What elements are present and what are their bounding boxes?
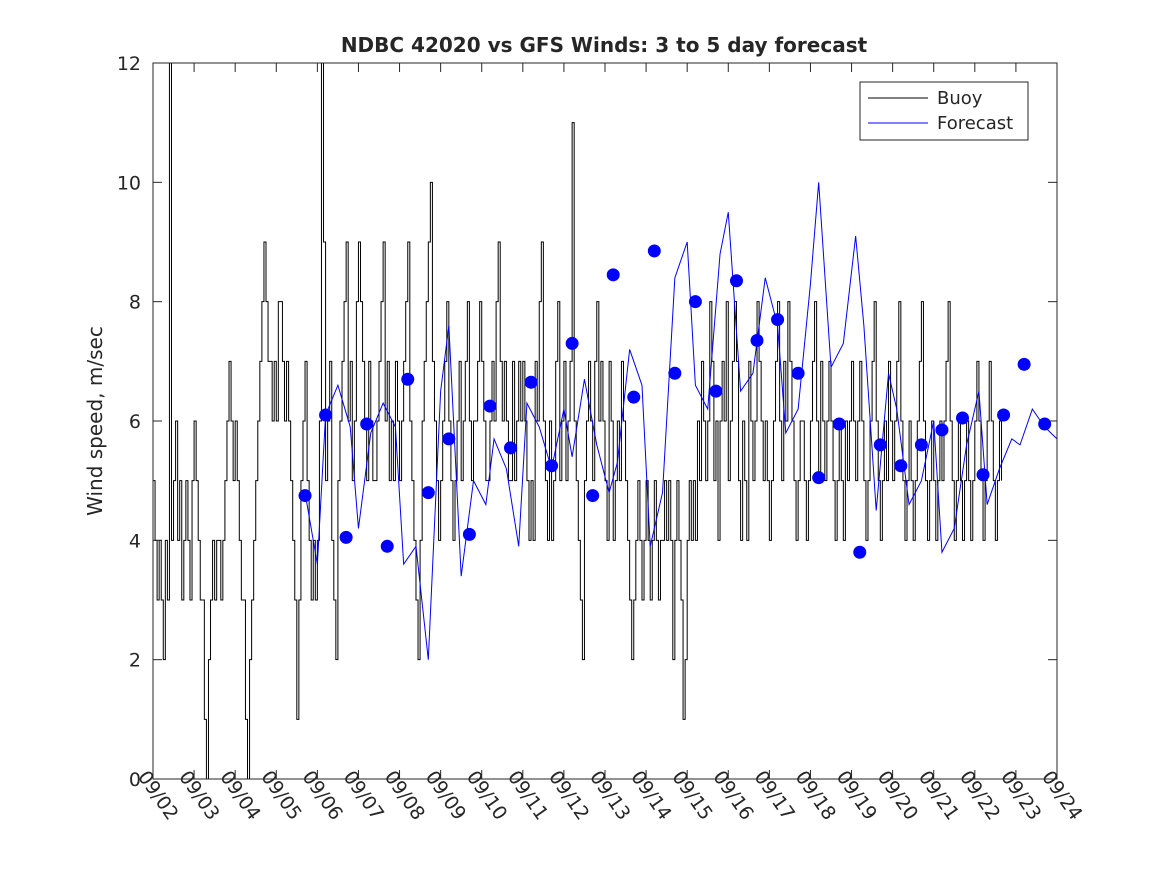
daily-mean-marker [729, 274, 743, 288]
y-tick-label: 2 [129, 650, 141, 672]
forecast-line [304, 182, 1058, 660]
y-tick-label: 12 [117, 53, 141, 75]
daily-mean-marker [565, 336, 579, 350]
daily-mean-marker [976, 468, 990, 482]
daily-mean-marker [935, 423, 949, 437]
daily-mean-marker [545, 459, 559, 473]
daily-mean-marker [606, 268, 620, 282]
daily-mean-marker [442, 432, 456, 446]
daily-mean-marker [812, 471, 826, 485]
daily-mean-marker [339, 530, 353, 544]
y-axis-label: Wind speed, m/sec [83, 326, 107, 516]
daily-mean-marker [955, 411, 969, 425]
legend-box [859, 81, 1029, 141]
daily-mean-marker [380, 539, 394, 553]
y-tick-label: 6 [129, 411, 141, 433]
legend-buoy-label: Buoy [937, 88, 983, 109]
y-tick-label: 8 [129, 292, 141, 314]
daily-mean-marker [668, 366, 682, 380]
daily-mean-marker [319, 408, 333, 422]
daily-mean-marker [421, 486, 435, 500]
daily-mean-marker [750, 333, 764, 347]
daily-mean-marker [688, 295, 702, 309]
daily-mean-marker [298, 489, 312, 503]
y-tick-label: 10 [117, 172, 141, 194]
y-axis: 0 2 4 6 8 10 12 [117, 53, 1057, 791]
buoy-line [153, 62, 1003, 780]
daily-mean-marker [832, 417, 846, 431]
daily-mean-marker [1038, 417, 1052, 431]
daily-mean-marker [401, 372, 415, 386]
legend-forecast-label: Forecast [937, 113, 1013, 134]
daily-mean-marker [771, 313, 785, 327]
daily-mean-marker [647, 244, 661, 258]
buoy-series [153, 62, 1003, 780]
daily-mean-marker [462, 527, 476, 541]
daily-mean-marker [914, 438, 928, 452]
daily-mean-marker [360, 417, 374, 431]
daily-mean-marker [997, 408, 1011, 422]
daily-mean-marker [791, 366, 805, 380]
daily-mean-marker [894, 459, 908, 473]
daily-mean-marker [586, 489, 600, 503]
legend: Buoy Forecast [859, 81, 1029, 141]
daily-mean-markers [298, 244, 1052, 559]
daily-mean-marker [1017, 357, 1031, 371]
daily-mean-marker [873, 438, 887, 452]
daily-mean-marker [709, 384, 723, 398]
forecast-series [304, 182, 1058, 660]
y-tick-label: 0 [129, 769, 141, 791]
daily-mean-marker [853, 545, 867, 559]
y-tick-label: 4 [129, 530, 141, 552]
daily-mean-marker [627, 390, 641, 404]
daily-mean-marker [503, 441, 517, 455]
daily-mean-marker [483, 399, 497, 413]
daily-mean-marker [524, 375, 538, 389]
chart-title: NDBC 42020 vs GFS Winds: 3 to 5 day fore… [341, 33, 868, 57]
